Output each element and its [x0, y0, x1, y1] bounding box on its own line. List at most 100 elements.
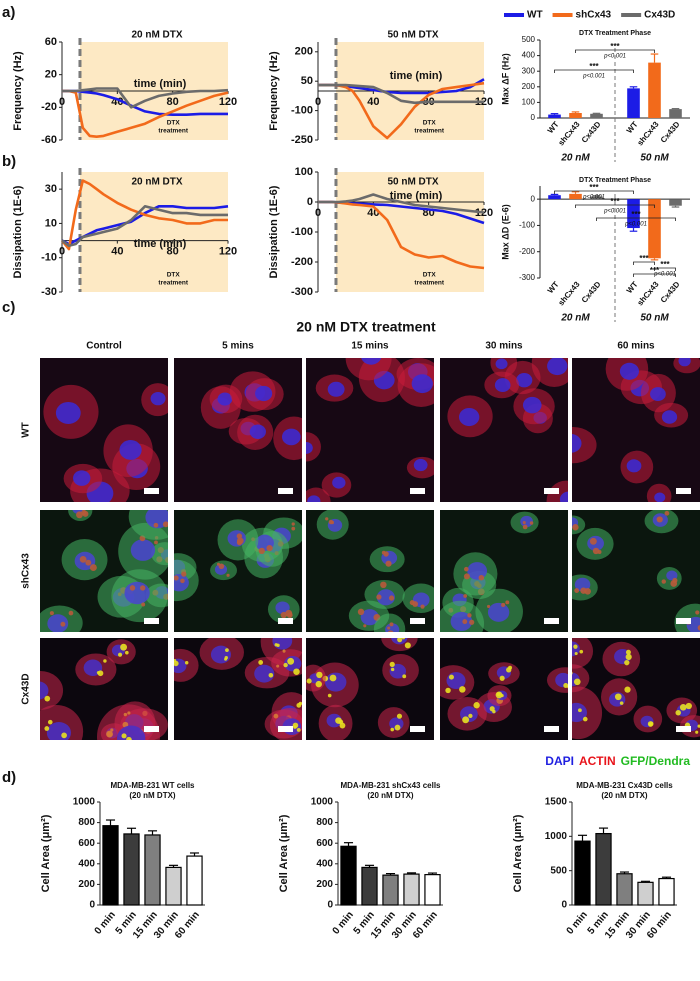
cell-nucleus [494, 378, 511, 393]
panel-label: a) [2, 4, 15, 21]
annotation: treatment [158, 280, 188, 287]
cell-granule [697, 724, 700, 728]
micrograph [306, 638, 434, 740]
cell-granule [597, 550, 602, 554]
cell-granule [285, 609, 293, 617]
comparison-bracket [575, 49, 655, 53]
cell-granule [79, 555, 87, 563]
cell-nucleus [275, 601, 290, 615]
comparison-bracket [633, 261, 655, 265]
bar [574, 840, 591, 906]
x-tick-label: WT [546, 280, 561, 295]
stain-legend-entry: DAPI [545, 754, 574, 768]
cell-granule [76, 511, 83, 519]
x-tick-label: Cx43D [580, 280, 603, 305]
scale-bar [544, 726, 559, 732]
bar [424, 874, 441, 906]
cell-granule [468, 713, 473, 719]
cell-nucleus [487, 602, 510, 622]
significance: *** [610, 197, 620, 206]
row-header: Cx43D [21, 673, 32, 704]
cell-granule [236, 539, 243, 546]
cell-granule [335, 717, 342, 724]
cell-granule [670, 580, 678, 587]
cell-granule [388, 595, 395, 601]
y-tick-label: 0 [327, 900, 333, 911]
cell-nucleus [55, 401, 81, 425]
micrograph [440, 510, 568, 632]
cell-granule [339, 722, 346, 729]
scale-bar [676, 488, 691, 494]
cell-granule [226, 573, 230, 577]
micrograph [440, 638, 568, 740]
cell-granule [81, 510, 87, 516]
x-tick-label: 0 [315, 207, 321, 219]
cell-nucleus [520, 515, 533, 528]
y-tick-label: -100 [291, 226, 313, 238]
cell-granule [121, 733, 127, 739]
cell-granule [573, 678, 581, 686]
p-value: p<0.001 [603, 54, 626, 60]
x-axis-label: time (min) [134, 78, 187, 90]
cell-granule [420, 604, 425, 609]
cell-granule [330, 520, 335, 525]
cell-granule [390, 667, 395, 672]
y-tick-label: 500 [550, 865, 567, 876]
cell-granule [505, 600, 510, 605]
micrograph [174, 358, 302, 502]
bar [361, 866, 378, 906]
micrograph [572, 358, 700, 502]
cell-granule [489, 706, 495, 712]
group-label: 20 nM [560, 313, 590, 324]
cell-granule [125, 650, 129, 655]
y-tick-label: 0 [307, 196, 313, 208]
cell-nucleus [385, 623, 400, 632]
cell-nucleus [150, 391, 166, 406]
x-tick-label: shCx43 [635, 119, 661, 147]
x-tick-label: 0 min [565, 910, 590, 937]
y-tick-label: 30 [45, 183, 57, 195]
cell-nucleus [572, 641, 580, 657]
cell-granule [445, 687, 451, 694]
cell-nucleus [46, 722, 71, 740]
chart-title: MDA-MB-231 WT cells [110, 781, 195, 790]
cell-granule [695, 730, 699, 734]
group-label: 50 nM [640, 153, 669, 164]
cell-nucleus [376, 589, 395, 606]
x-tick-label: 80 [167, 245, 179, 257]
cell-granule [60, 621, 66, 627]
cell-granule [619, 701, 624, 705]
series-line [318, 83, 484, 105]
cell-granule [89, 564, 97, 572]
bar [658, 877, 675, 906]
series-line [318, 193, 485, 214]
series-line [62, 87, 229, 109]
cell-granule [174, 659, 177, 663]
cell-nucleus [119, 440, 142, 460]
y-tick-label: 800 [316, 817, 333, 828]
column-header: 5 mins [222, 341, 254, 352]
y-tick-label: -30 [41, 286, 57, 298]
x-tick-label: shCx43 [635, 279, 661, 307]
cell-granule [161, 502, 168, 509]
cell-granule [467, 613, 472, 618]
scale-bar [410, 618, 425, 624]
y-tick-label: 600 [78, 838, 95, 849]
cell-granule [291, 526, 296, 531]
y-tick-label: 600 [316, 838, 333, 849]
significance: *** [610, 42, 620, 51]
cell-granule [218, 563, 225, 570]
cell-nucleus [210, 645, 231, 664]
cell-granule [624, 686, 631, 693]
cell-granule [529, 521, 534, 525]
cell-granule [463, 594, 468, 598]
cell-body [572, 686, 603, 740]
cell-nucleus [619, 362, 640, 380]
cell-granule [216, 562, 220, 566]
y-tick-label: 500 [522, 35, 536, 44]
cell-granule [486, 604, 491, 609]
y-axis-label: Frequency (Hz) [12, 51, 24, 131]
bar [186, 855, 203, 906]
